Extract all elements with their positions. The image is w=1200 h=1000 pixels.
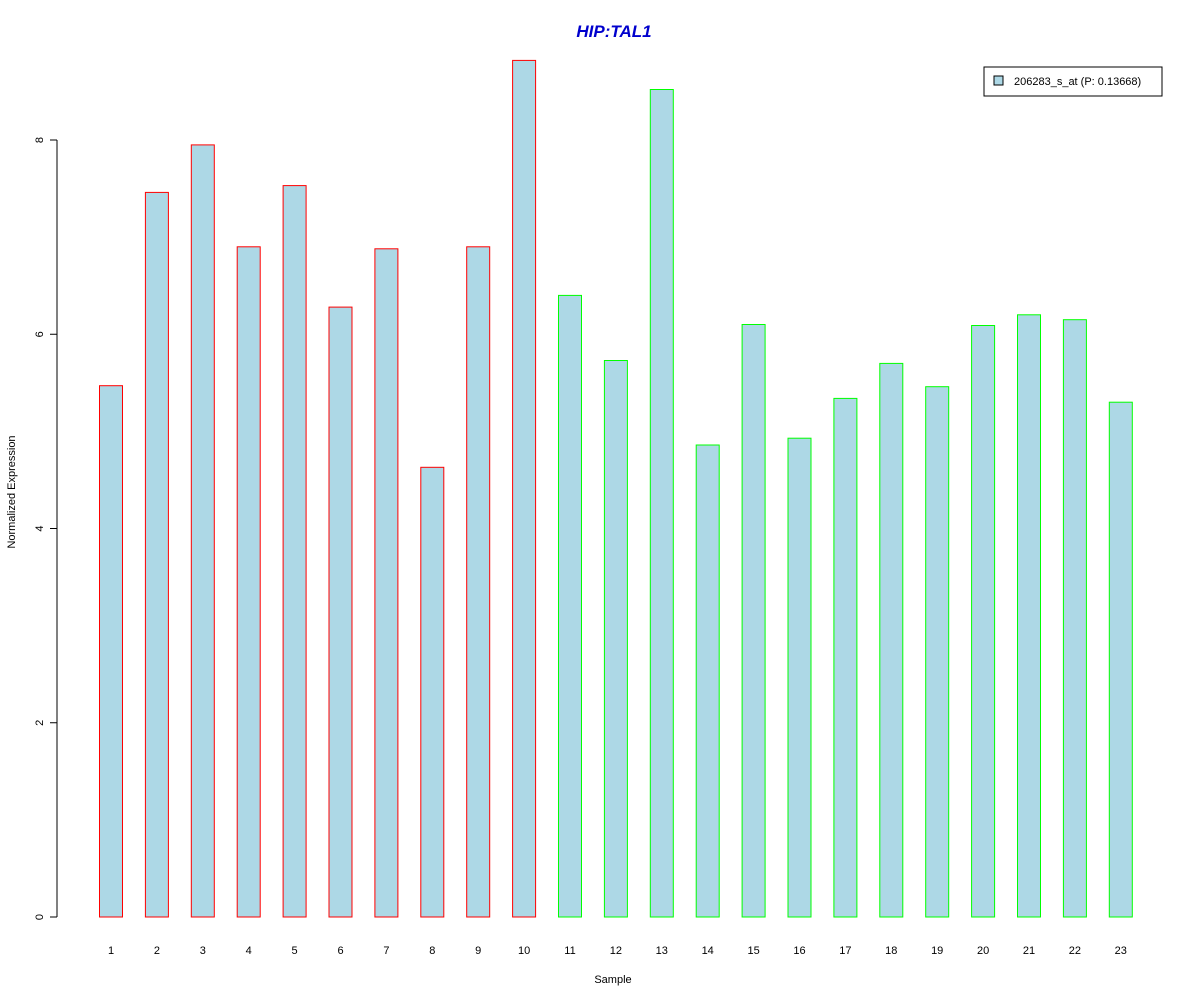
y-tick-label: 4 <box>34 525 46 531</box>
bar-sample-3 <box>190 144 215 918</box>
bar-sample-20 <box>971 325 996 918</box>
bar-sample-22 <box>1062 319 1087 918</box>
x-tick-label: 14 <box>702 945 714 957</box>
bar-sample-16 <box>787 437 812 918</box>
bar-sample-1 <box>99 385 123 918</box>
legend: 206283_s_at (P: 0.13668) <box>983 66 1163 97</box>
y-tick-label: 8 <box>34 137 46 143</box>
legend-swatch <box>993 75 1004 86</box>
bar-sample-19 <box>925 386 950 918</box>
x-axis-label: Sample <box>594 974 631 986</box>
x-tick-labels: 1 2 3 4 5 6 7 8 9 10 11 12 13 14 15 16 17 18 19 20 21 22 23 <box>108 945 1127 957</box>
x-tick-label: 19 <box>931 945 943 957</box>
y-tick-label: 2 <box>34 720 46 726</box>
x-tick-label: 12 <box>610 945 622 957</box>
x-tick-label: 18 <box>885 945 897 957</box>
bar-sample-17 <box>833 397 858 918</box>
bar-sample-21 <box>1017 314 1041 918</box>
bar-sample-14 <box>695 444 720 918</box>
x-tick-label: 2 <box>154 945 160 957</box>
bar-sample-8 <box>420 466 445 918</box>
bar-sample-15 <box>741 324 766 918</box>
x-tick-label: 5 <box>292 945 298 957</box>
y-tick-label: 6 <box>34 331 46 337</box>
x-tick-label: 3 <box>200 945 206 957</box>
x-tick-label: 20 <box>977 945 989 957</box>
bar-sample-4 <box>236 246 261 918</box>
bar-sample-13 <box>649 89 674 918</box>
bars-group <box>99 59 1133 918</box>
x-tick-label: 13 <box>656 945 668 957</box>
chart-title: HIP:TAL1 <box>576 22 651 41</box>
x-tick-label: 11 <box>564 945 575 957</box>
x-tick-label: 8 <box>429 945 435 957</box>
x-tick-label: 1 <box>108 945 114 957</box>
x-tick-label: 17 <box>839 945 851 957</box>
bar-sample-10 <box>512 59 537 918</box>
legend-label: 206283_s_at (P: 0.13668) <box>1014 76 1141 88</box>
bar-sample-6 <box>328 306 353 918</box>
bar-sample-7 <box>374 248 399 918</box>
bar-sample-12 <box>603 360 628 918</box>
y-tick-label: 0 <box>34 914 46 920</box>
x-tick-label: 22 <box>1069 945 1081 957</box>
bar-sample-9 <box>466 246 491 918</box>
bar-sample-11 <box>558 294 582 918</box>
x-tick-label: 4 <box>246 945 252 957</box>
bar-sample-23 <box>1108 401 1133 918</box>
legend-box <box>983 66 1163 97</box>
bar-sample-18 <box>879 362 904 918</box>
x-tick-label: 10 <box>518 945 530 957</box>
x-tick-label: 23 <box>1115 945 1127 957</box>
y-axis: 0 2 4 6 8 <box>34 137 58 920</box>
bar-sample-5 <box>282 185 307 918</box>
x-tick-label: 15 <box>747 945 759 957</box>
y-axis-label: Normalized Expression <box>6 435 18 548</box>
x-tick-label: 7 <box>383 945 389 957</box>
bar-sample-2 <box>144 191 169 918</box>
x-tick-label: 16 <box>793 945 805 957</box>
x-tick-label: 9 <box>475 945 481 957</box>
x-tick-label: 6 <box>337 945 343 957</box>
x-tick-label: 21 <box>1023 945 1035 957</box>
